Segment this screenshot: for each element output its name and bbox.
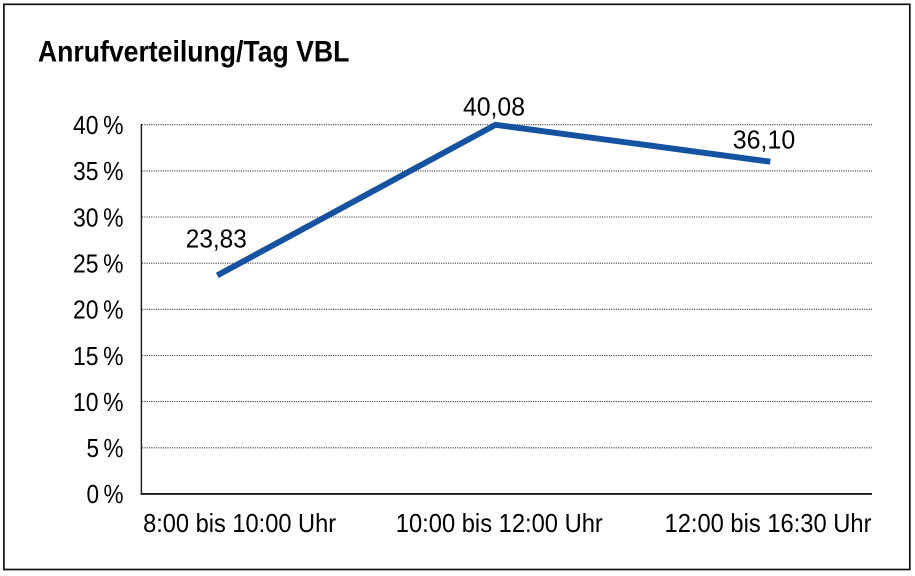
svg-text:20 %: 20 % [73, 295, 124, 325]
svg-text:40,08: 40,08 [463, 92, 525, 122]
svg-text:40 %: 40 % [73, 110, 124, 140]
svg-text:12:00 bis 16:30 Uhr: 12:00 bis 16:30 Uhr [665, 508, 872, 538]
svg-text:10 %: 10 % [73, 387, 124, 417]
svg-text:23,83: 23,83 [186, 224, 247, 254]
svg-text:Anrufverteilung/Tag VBL: Anrufverteilung/Tag VBL [38, 36, 350, 69]
svg-text:8:00 bis 10:00 Uhr: 8:00 bis 10:00 Uhr [143, 508, 336, 538]
svg-text:35 %: 35 % [73, 156, 124, 186]
svg-text:25 %: 25 % [73, 249, 124, 279]
svg-text:15 %: 15 % [73, 341, 124, 371]
svg-text:10:00 bis 12:00 Uhr: 10:00 bis 12:00 Uhr [396, 508, 603, 538]
svg-text:36,10: 36,10 [733, 125, 795, 155]
svg-text:30 %: 30 % [73, 202, 124, 232]
svg-text:5 %: 5 % [87, 433, 124, 463]
svg-text:0 %: 0 % [87, 479, 124, 509]
